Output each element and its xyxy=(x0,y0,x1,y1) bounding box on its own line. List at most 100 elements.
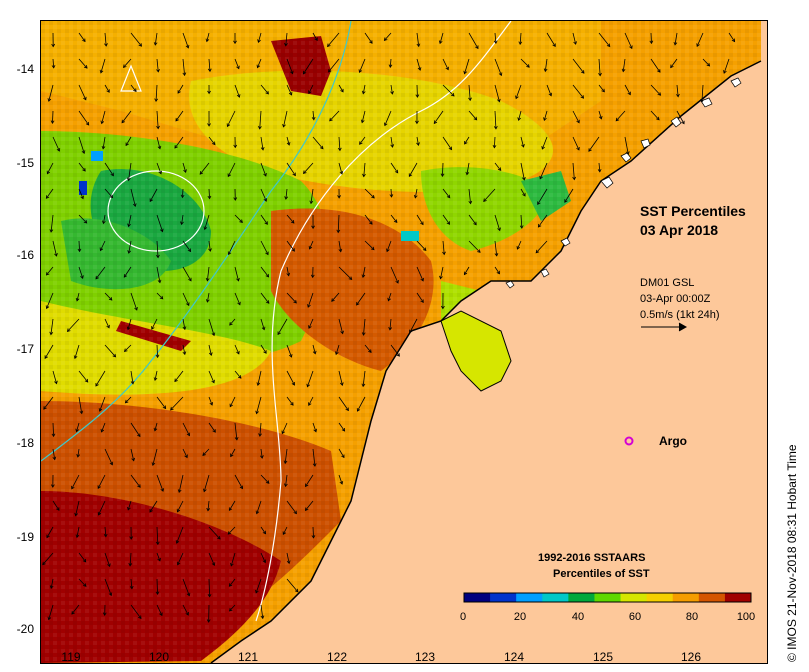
current-arrow xyxy=(130,84,137,92)
current-arrowhead xyxy=(227,173,231,178)
current-arrowhead xyxy=(463,70,467,75)
current-arrowhead xyxy=(387,297,391,302)
current-arrow xyxy=(156,292,164,300)
current-arrowhead xyxy=(209,401,214,406)
current-arrow xyxy=(182,188,184,198)
current-arrowhead xyxy=(446,194,451,199)
current-arrowhead xyxy=(174,378,178,383)
current-arrow xyxy=(99,396,106,412)
current-arrow xyxy=(260,448,263,459)
current-arrowhead xyxy=(307,304,311,308)
current-arrowhead xyxy=(177,90,181,94)
current-arrowhead xyxy=(288,91,293,96)
current-arrowhead xyxy=(71,611,75,615)
x-axis-label: 119 xyxy=(61,650,81,664)
current-arrowhead xyxy=(207,123,211,127)
current-arrow xyxy=(260,266,269,278)
current-arrow xyxy=(338,162,343,175)
current-arrowhead xyxy=(263,172,267,177)
current-arrow xyxy=(286,344,292,358)
eddy-contour xyxy=(107,170,205,252)
colorbar-swatch xyxy=(568,593,595,602)
current-arrow xyxy=(520,136,524,148)
current-arrowhead xyxy=(255,589,259,594)
current-arrowhead xyxy=(263,198,268,202)
current-arrowhead xyxy=(369,40,373,44)
current-arrow xyxy=(285,474,288,487)
current-arrow xyxy=(520,214,523,229)
current-arrowhead xyxy=(348,276,353,281)
current-arrowhead xyxy=(337,147,342,152)
current-arrowhead xyxy=(706,62,711,67)
current-arrow xyxy=(104,318,110,329)
current-arrow xyxy=(208,396,213,406)
current-arrowhead xyxy=(239,485,244,490)
current-arrowhead xyxy=(302,170,307,174)
current-arrow xyxy=(76,422,80,432)
current-arrow xyxy=(286,370,295,386)
current-arrow xyxy=(182,344,186,355)
current-arrowhead xyxy=(133,88,137,93)
current-arrow xyxy=(286,500,297,514)
current-arrow xyxy=(546,32,556,47)
current-arrow xyxy=(154,32,158,46)
current-arrowhead xyxy=(46,170,51,175)
current-arrow xyxy=(76,526,80,538)
current-arrowhead xyxy=(445,66,449,71)
current-arrowhead xyxy=(176,561,181,566)
current-arrowhead xyxy=(138,43,142,47)
current-arrowhead xyxy=(233,144,238,149)
current-arrowhead xyxy=(409,329,413,334)
map-frame[interactable] xyxy=(40,20,768,664)
current-arrow xyxy=(175,110,184,122)
current-arrow xyxy=(78,188,84,199)
current-arrowhead xyxy=(313,428,318,433)
current-arrowhead xyxy=(156,125,160,130)
current-arrowhead xyxy=(265,90,269,95)
current-arrowhead xyxy=(236,94,241,98)
current-arrowhead xyxy=(137,433,141,438)
current-arrow xyxy=(52,500,60,511)
current-arrow xyxy=(307,292,314,308)
current-arrow xyxy=(156,110,159,129)
current-arrowhead xyxy=(51,65,56,69)
current-arrow xyxy=(285,188,288,200)
current-arrow xyxy=(338,266,352,280)
current-arrow xyxy=(156,526,159,545)
current-arrow xyxy=(364,32,373,44)
current-arrow xyxy=(572,162,575,180)
current-arrow xyxy=(286,84,292,96)
current-arrowhead xyxy=(176,508,181,513)
data-source: DM01 GSL xyxy=(640,277,695,289)
current-arrowhead xyxy=(99,69,104,74)
current-arrow xyxy=(286,240,295,252)
current-arrow xyxy=(433,110,444,124)
current-arrow xyxy=(286,136,290,146)
argo-marker[interactable] xyxy=(624,436,634,446)
current-arrow xyxy=(43,396,54,410)
current-arrowhead xyxy=(290,70,294,75)
current-arrowhead xyxy=(81,150,86,154)
current-arrowhead xyxy=(151,326,155,330)
current-arrow xyxy=(156,474,164,492)
current-arrow xyxy=(156,162,162,174)
current-arrowhead xyxy=(128,562,133,567)
current-arrow xyxy=(363,318,366,336)
current-arrowhead xyxy=(339,382,344,386)
current-arrow xyxy=(52,240,57,257)
current-arrowhead xyxy=(305,483,309,488)
current-arrow xyxy=(177,84,184,94)
current-arrow xyxy=(286,58,294,74)
current-arrowhead xyxy=(723,70,727,74)
current-arrowhead xyxy=(283,460,288,465)
current-arrow xyxy=(650,84,661,96)
sst-percentile-map[interactable] xyxy=(41,21,767,663)
current-arrowhead xyxy=(284,42,288,47)
current-arrow xyxy=(104,552,111,567)
current-arrow xyxy=(128,240,132,254)
current-arrowhead xyxy=(286,272,291,277)
current-arrowhead xyxy=(258,433,262,437)
current-arrow xyxy=(494,110,497,129)
current-arrow xyxy=(520,58,530,68)
current-arrowhead xyxy=(473,221,477,226)
